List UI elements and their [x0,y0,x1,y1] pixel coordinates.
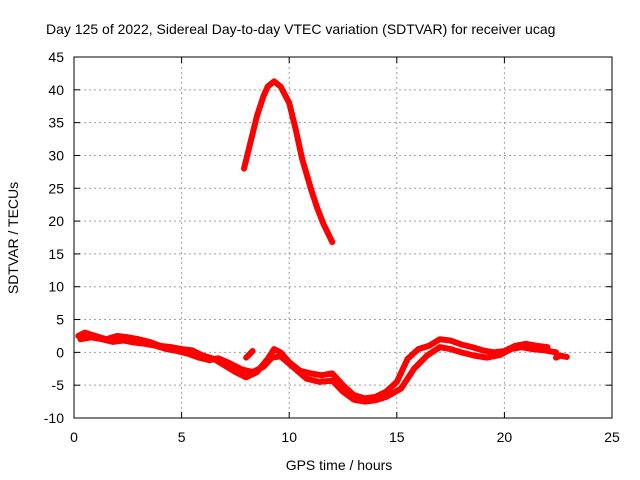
y-tick-label: 15 [48,246,64,262]
x-tick-label: 15 [389,429,405,445]
series-line-fragment-1 [243,348,256,361]
y-tick-label: 20 [48,213,64,229]
x-axis-label: GPS time / hours [286,457,393,473]
y-tick-label: -10 [44,410,64,426]
x-tick-label: 25 [604,429,620,445]
y-tick-label: 35 [48,115,64,131]
y-tick-label: 45 [48,49,64,65]
y-tick-label: 0 [56,344,64,360]
x-tick-label: 20 [497,429,513,445]
y-tick-label: -5 [52,377,65,393]
chart-title: Day 125 of 2022, Sidereal Day-to-day VTE… [46,21,555,37]
y-tick-label: 10 [48,279,64,295]
y-tick-label: 40 [48,82,64,98]
y-tick-label: 25 [48,180,64,196]
x-tick-label: 0 [70,429,78,445]
x-tick-label: 5 [178,429,186,445]
plot-frame [73,56,613,419]
series-line-peak-track [241,78,336,246]
x-tick-label: 10 [281,429,297,445]
ticks: 0 5 10 15 20 25 -10 -5 0 5 10 15 20 25 30 35 40 45 [44,49,620,445]
y-tick-label: 30 [48,147,64,163]
series-group [75,78,570,405]
y-axis-label: SDTVAR / TECUs [5,182,21,294]
grid [74,57,612,418]
series-line-fragment-2 [553,352,570,361]
series-line-track-b [77,334,560,405]
y-tick-label: 5 [56,312,64,328]
